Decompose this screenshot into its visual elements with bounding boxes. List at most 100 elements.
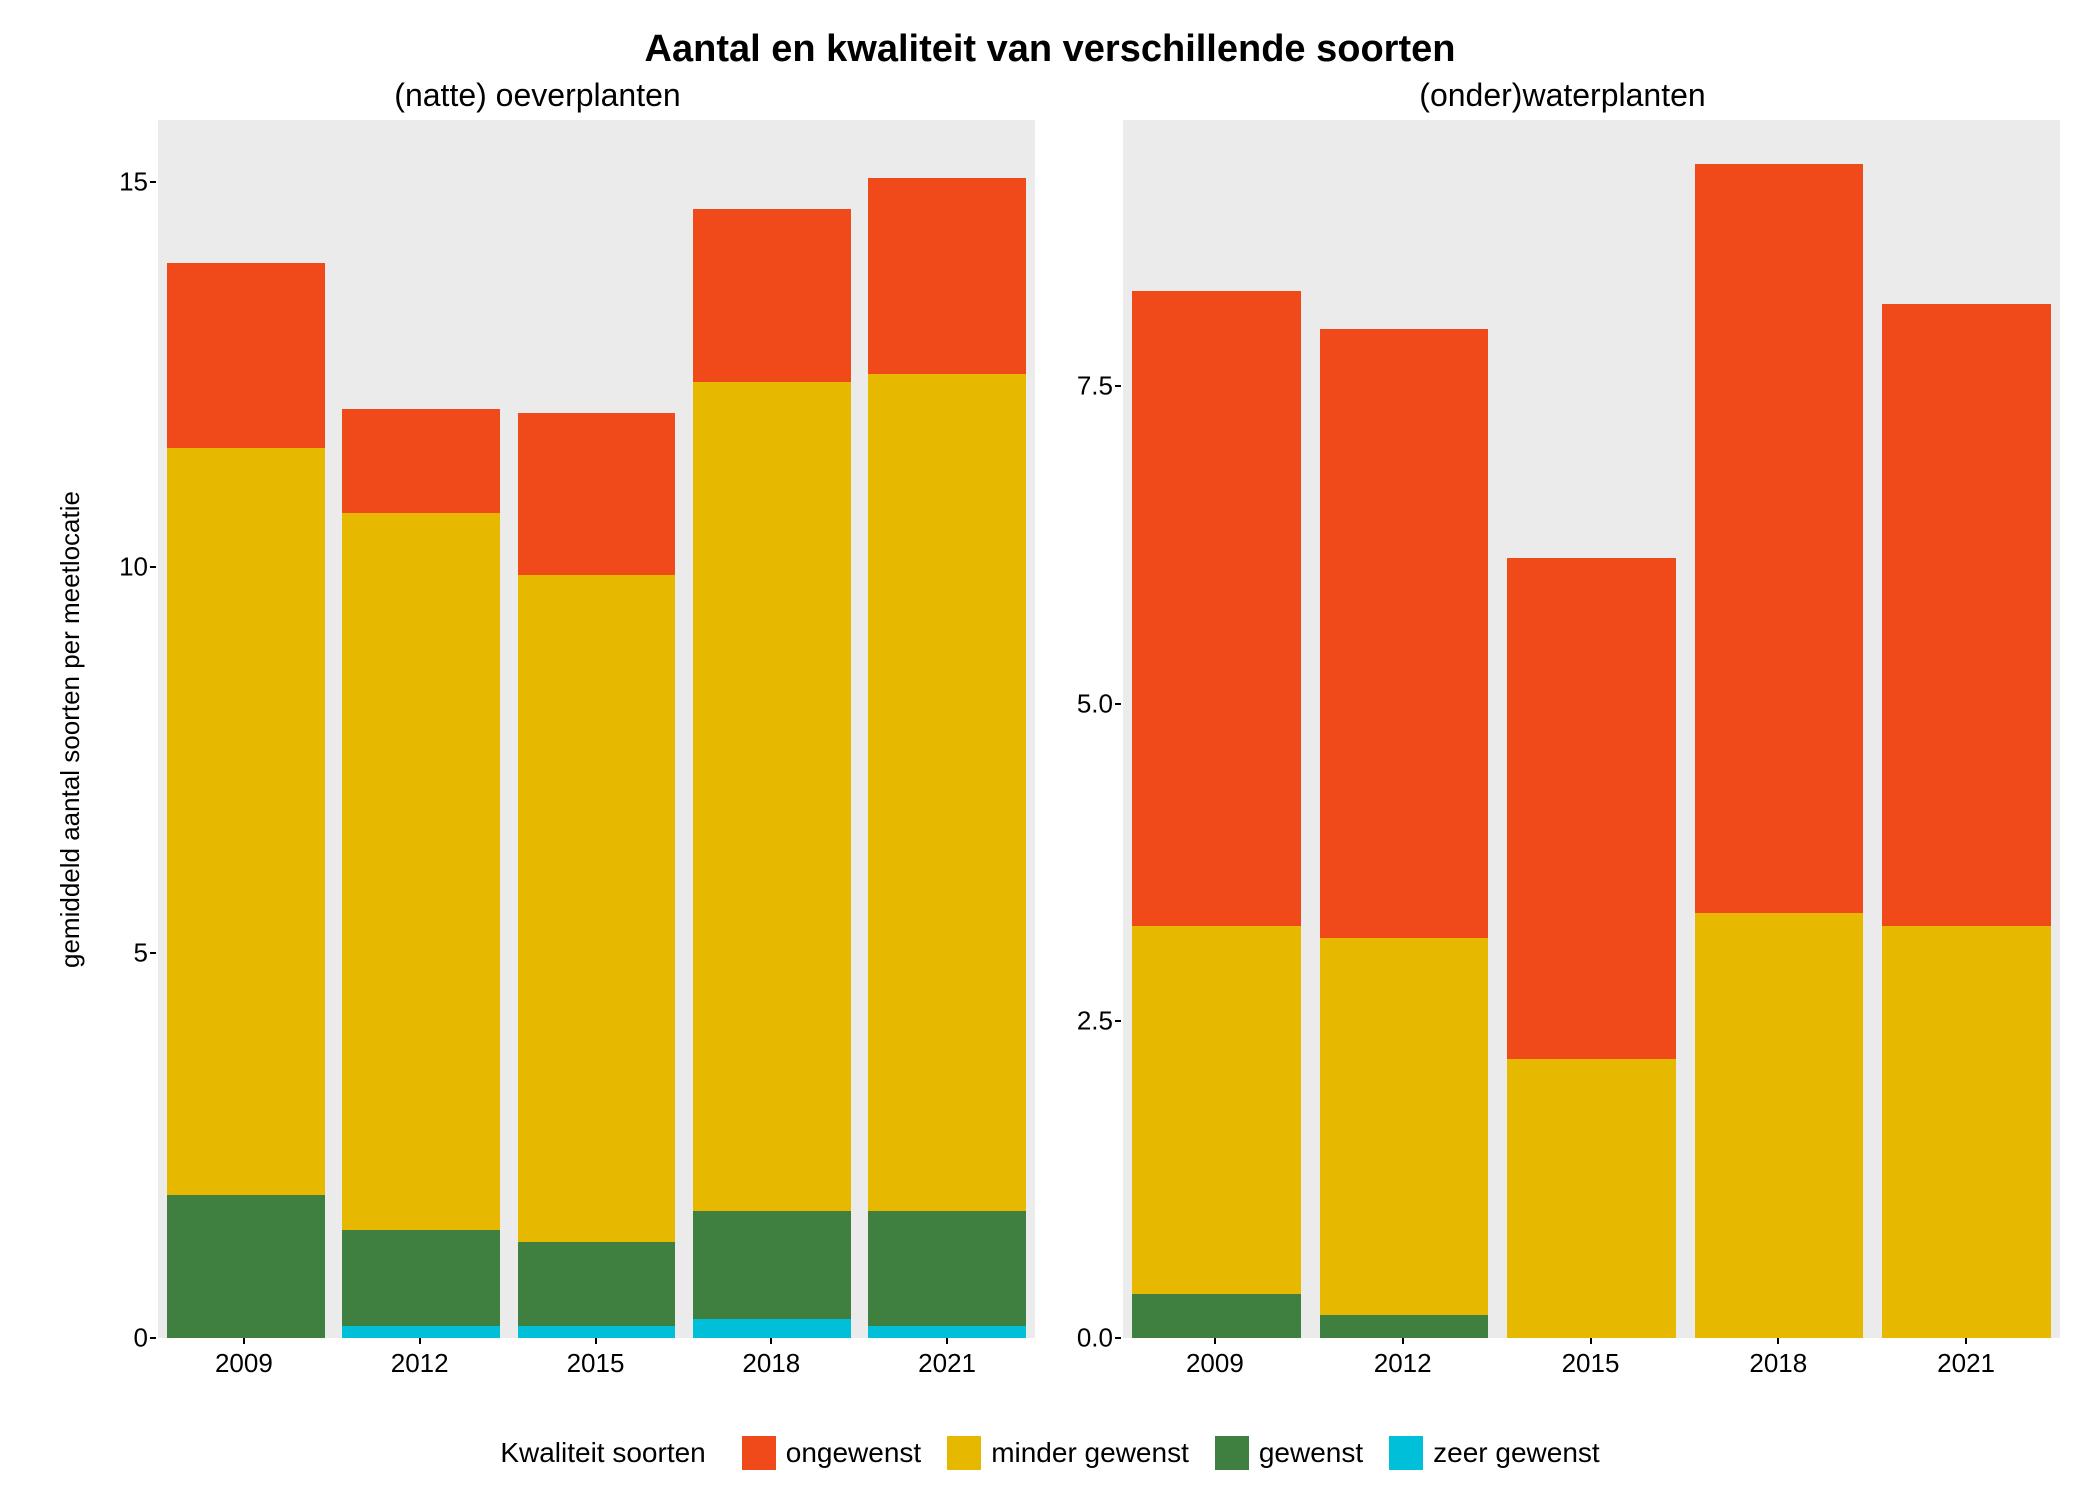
y-tick-label: 7.5 <box>1065 371 1113 402</box>
legend-item-minder-gewenst: minder gewenst <box>947 1436 1189 1470</box>
bar-stack <box>693 120 851 1338</box>
legend-item-gewenst: gewenst <box>1215 1436 1363 1470</box>
legend-swatch-minder-gewenst <box>947 1436 981 1470</box>
bar-segment-minder-gewenst <box>1882 926 2051 1338</box>
panel-title: (natte) oeverplanten <box>40 77 1035 114</box>
legend-label-ongewenst: ongewenst <box>786 1437 921 1469</box>
bar-stack <box>167 120 325 1338</box>
bar-segment-minder-gewenst <box>1132 926 1301 1294</box>
bar-segment-gewenst <box>693 1211 851 1319</box>
x-tick-mark <box>419 1338 421 1344</box>
legend-label-gewenst: gewenst <box>1259 1437 1363 1469</box>
legend-swatch-ongewenst <box>742 1436 776 1470</box>
x-tick-mark <box>946 1338 948 1344</box>
legend-label-zeer-gewenst: zeer gewenst <box>1433 1437 1600 1469</box>
bar-segment-gewenst <box>167 1195 325 1338</box>
bar-segment-zeer-gewenst <box>342 1326 500 1338</box>
x-tick-mark <box>1965 1338 1967 1344</box>
y-tick-label: 2.5 <box>1065 1005 1113 1036</box>
figure-root: Aantal en kwaliteit van verschillende so… <box>0 0 2100 1500</box>
x-axis-ticks: 2009 2012 2015 2018 2021 <box>156 1338 1035 1398</box>
x-tick-mark <box>595 1338 597 1344</box>
x-tick-label: 2015 <box>567 1348 625 1379</box>
y-axis-label: gemiddeld aantal soorten per meetlocatie <box>55 491 86 968</box>
x-tick-mark <box>1590 1338 1592 1344</box>
bar-segment-ongewenst <box>693 209 851 382</box>
chart-main-title: Aantal en kwaliteit van verschillende so… <box>40 28 2060 71</box>
bar-segment-minder-gewenst <box>167 448 325 1196</box>
x-tick-label: 2021 <box>918 1348 976 1379</box>
bar-segment-ongewenst <box>342 409 500 513</box>
bar-segment-ongewenst <box>1507 558 1676 1059</box>
y-axis-label-col: gemiddeld aantal soorten per meetlocatie <box>40 120 100 1338</box>
bar-segment-gewenst <box>1132 1294 1301 1338</box>
bar-segment-ongewenst <box>868 178 1026 375</box>
chart-panel: (natte) oeverplanten gemiddeld aantal soo… <box>40 75 1035 1408</box>
bar-segment-gewenst <box>342 1230 500 1326</box>
legend-label-minder-gewenst: minder gewenst <box>991 1437 1189 1469</box>
y-axis-ticks: 0.02.55.07.5 <box>1065 120 1121 1338</box>
y-tick-label: 5.0 <box>1065 688 1113 719</box>
bar-segment-minder-gewenst <box>1320 938 1489 1315</box>
bar-segment-minder-gewenst <box>518 575 676 1242</box>
bar-segment-zeer-gewenst <box>693 1319 851 1338</box>
bar-stack <box>868 120 1026 1338</box>
bar-segment-gewenst <box>518 1242 676 1327</box>
legend-item-ongewenst: ongewenst <box>742 1436 921 1470</box>
y-tick-label: 10 <box>100 552 148 583</box>
x-tick-label: 2015 <box>1562 1348 1620 1379</box>
x-axis-ticks: 2009 2012 2015 2018 2021 <box>1121 1338 2060 1398</box>
x-tick-label: 2009 <box>215 1348 273 1379</box>
x-tick-label: 2012 <box>391 1348 449 1379</box>
x-tick-mark <box>770 1338 772 1344</box>
plot-area <box>156 120 1035 1338</box>
panels-row: (natte) oeverplanten gemiddeld aantal soo… <box>40 75 2060 1408</box>
bar-segment-ongewenst <box>167 263 325 448</box>
bar-segment-minder-gewenst <box>693 382 851 1211</box>
y-tick-label: 15 <box>100 166 148 197</box>
bar-segment-zeer-gewenst <box>518 1326 676 1338</box>
bar-segment-ongewenst <box>1695 164 1864 913</box>
bar-segment-minder-gewenst <box>342 513 500 1230</box>
panel-title: (onder)waterplanten <box>1065 77 2060 114</box>
bar-segment-ongewenst <box>1882 304 2051 926</box>
plot-area <box>1121 120 2060 1338</box>
x-tick-mark <box>1214 1338 1216 1344</box>
bar-segment-ongewenst <box>1320 329 1489 938</box>
x-tick-label: 2021 <box>1937 1348 1995 1379</box>
plot-wrap: gemiddeld aantal soorten per meetlocatie… <box>40 120 1035 1338</box>
y-tick-label: 0.0 <box>1065 1323 1113 1354</box>
x-tick-label: 2012 <box>1374 1348 1432 1379</box>
plot-wrap: 0.02.55.07.5 <box>1065 120 2060 1338</box>
bar-segment-minder-gewenst <box>868 374 1026 1210</box>
x-tick-label: 2018 <box>1749 1348 1807 1379</box>
bar-segment-ongewenst <box>1132 291 1301 925</box>
bar-segment-zeer-gewenst <box>868 1326 1026 1338</box>
y-tick-label: 0 <box>100 1323 148 1354</box>
bar-segment-minder-gewenst <box>1507 1059 1676 1338</box>
bar-segment-gewenst <box>868 1211 1026 1327</box>
bar-stack <box>1507 120 1676 1338</box>
x-tick-mark <box>1402 1338 1404 1344</box>
legend-swatch-gewenst <box>1215 1436 1249 1470</box>
bar-stack <box>1320 120 1489 1338</box>
x-tick-mark <box>1777 1338 1779 1344</box>
bar-segment-ongewenst <box>518 413 676 575</box>
x-tick-mark <box>243 1338 245 1344</box>
x-tick-label: 2009 <box>1186 1348 1244 1379</box>
legend-swatch-zeer-gewenst <box>1389 1436 1423 1470</box>
legend: Kwaliteit soorten ongewenst minder gewens… <box>40 1408 2060 1480</box>
bar-segment-minder-gewenst <box>1695 913 1864 1338</box>
bar-segment-gewenst <box>1320 1315 1489 1338</box>
bar-stack <box>1132 120 1301 1338</box>
legend-title: Kwaliteit soorten <box>500 1437 705 1469</box>
bar-stack <box>518 120 676 1338</box>
bar-stack <box>1695 120 1864 1338</box>
bar-stack <box>342 120 500 1338</box>
y-axis-ticks: 051015 <box>100 120 156 1338</box>
bar-stack <box>1882 120 2051 1338</box>
x-tick-label: 2018 <box>742 1348 800 1379</box>
chart-panel: (onder)waterplanten0.02.55.07.5200920122… <box>1065 75 2060 1408</box>
y-tick-label: 5 <box>100 937 148 968</box>
legend-item-zeer-gewenst: zeer gewenst <box>1389 1436 1600 1470</box>
